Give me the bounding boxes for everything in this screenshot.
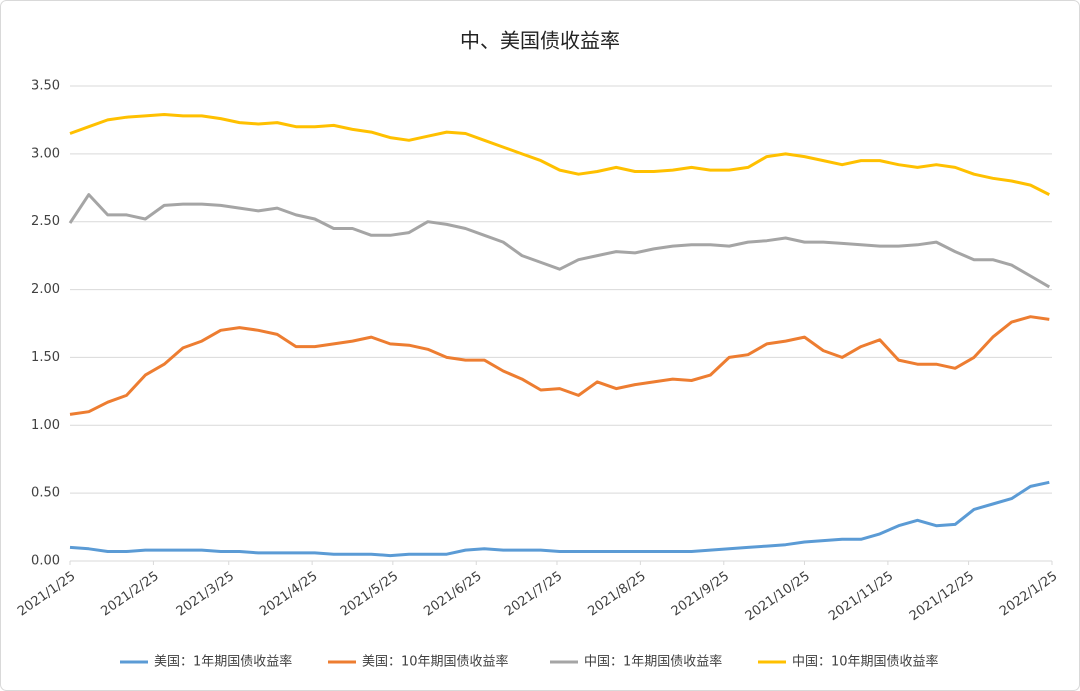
legend-label: 美国：10年期国债收益率 — [362, 654, 509, 670]
y-tick-label: 1.00 — [31, 418, 60, 433]
legend-label: 中国：1年期国债收益率 — [584, 654, 722, 670]
y-tick-label: 2.00 — [31, 282, 60, 297]
series-line — [68, 193, 1051, 289]
series-line — [69, 113, 1050, 196]
series-line — [69, 480, 1050, 558]
chart-title: 中、美国债收益率 — [460, 29, 620, 53]
y-tick-label: 1.50 — [31, 350, 60, 365]
y-tick-label: 3.50 — [31, 79, 60, 94]
y-tick-label: 0.00 — [31, 554, 60, 569]
y-tick-label: 0.50 — [31, 486, 60, 501]
legend-label: 中国：10年期国债收益率 — [792, 654, 939, 670]
y-tick-label: 2.50 — [31, 214, 60, 229]
series-line — [69, 315, 1050, 416]
y-tick-label: 3.00 — [31, 146, 60, 161]
legend-label: 美国：1年期国债收益率 — [154, 654, 292, 670]
